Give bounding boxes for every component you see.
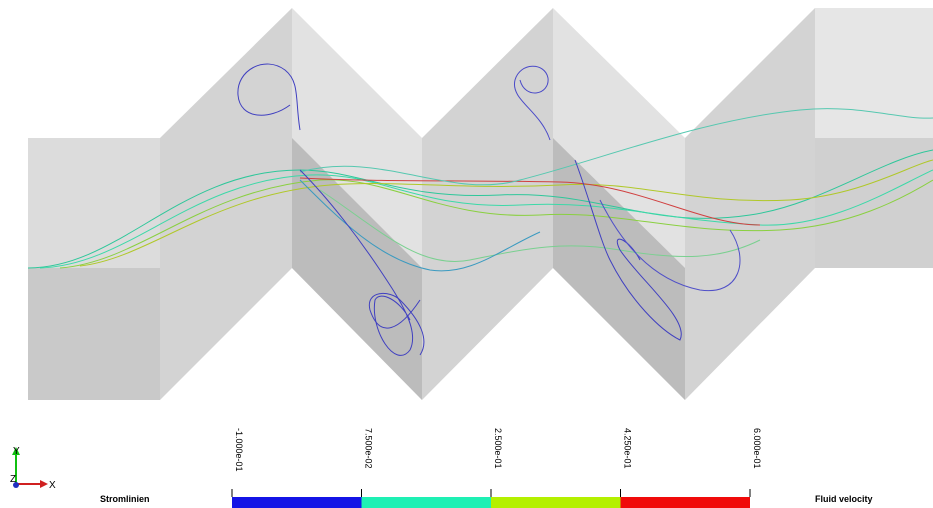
color-segment — [491, 497, 621, 508]
block-upper — [815, 8, 933, 138]
block-lower — [815, 138, 933, 268]
streamlines-label: Stromlinien — [100, 494, 150, 504]
tick-label: 7.500e-02 — [364, 428, 374, 469]
block-upper — [28, 138, 160, 268]
color-bar: -1.000e-01 7.500e-02 2.500e-01 4.250e-01 6.0… — [232, 428, 762, 508]
color-segment — [232, 497, 362, 508]
axis-triad: Y Z X — [10, 446, 56, 491]
tick-label: -1.000e-01 — [234, 428, 244, 472]
tick-label: 4.250e-01 — [623, 428, 633, 469]
y-label: Y — [13, 446, 20, 457]
viewport: Y Z X Stromlinien Fluid velocity -1.000e… — [0, 0, 933, 508]
block-lower — [28, 268, 160, 400]
geometry — [28, 8, 933, 400]
legend-title: Fluid velocity — [815, 494, 873, 504]
color-segment — [362, 497, 492, 508]
x-label: X — [49, 480, 56, 491]
z-label: Z — [10, 474, 16, 485]
tick-label: 6.000e-01 — [752, 428, 762, 469]
x-axis-head — [40, 480, 48, 488]
color-segment — [621, 497, 751, 508]
tick-label: 2.500e-01 — [493, 428, 503, 469]
